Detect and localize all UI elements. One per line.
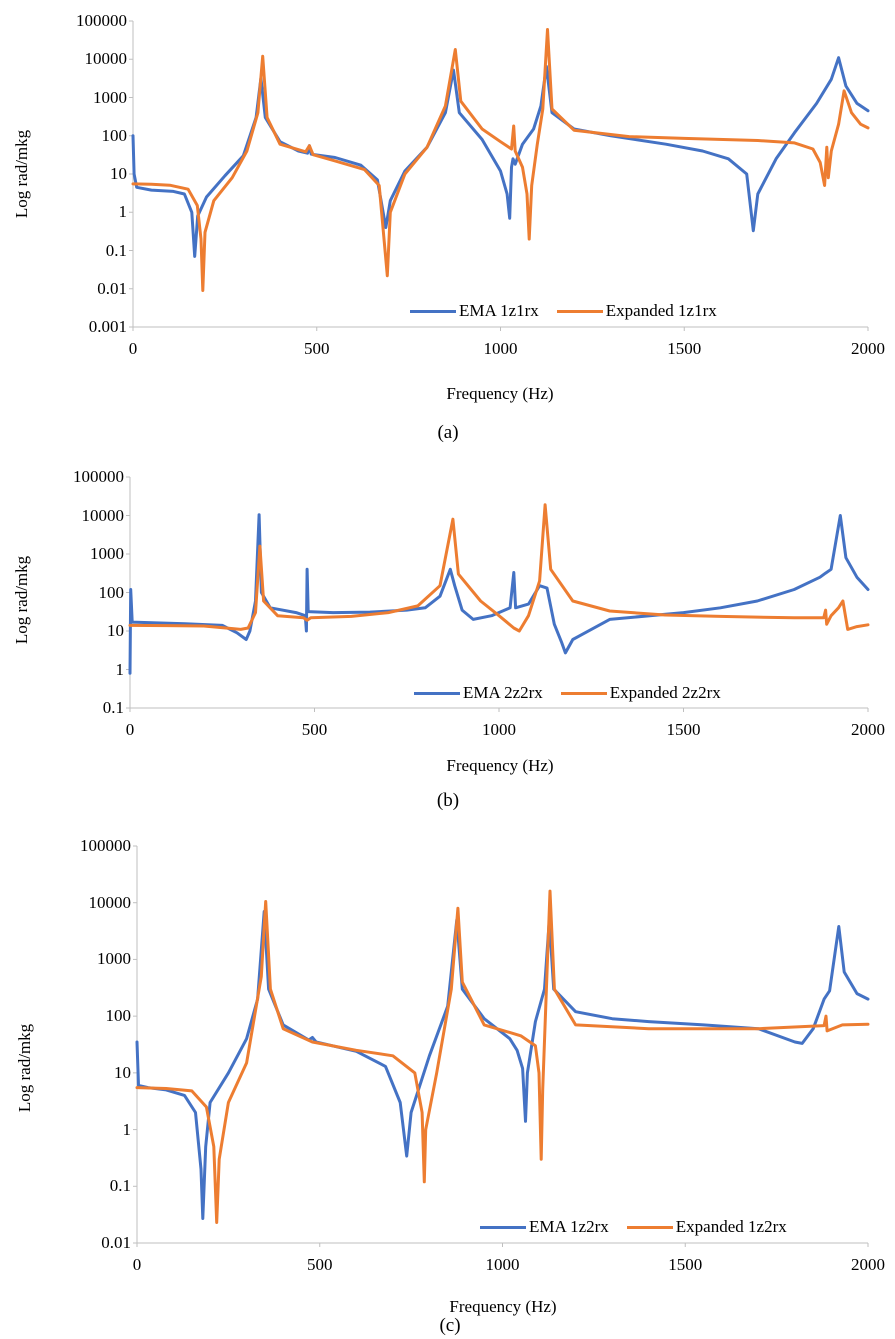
- x-tick-label: 500: [304, 339, 330, 358]
- x-axis-title-a: Frequency (Hz): [446, 384, 554, 403]
- y-tick-label: 100000: [73, 467, 124, 486]
- legend-a: EMA 1z1rx Expanded 1z1rx: [410, 301, 717, 321]
- legend-label-expanded: Expanded 1z1rx: [605, 301, 717, 320]
- legend-item-ema: EMA 2z2rx: [414, 683, 543, 703]
- x-tick-label: 0: [132, 1255, 142, 1274]
- x-tick-label: 1000: [482, 720, 516, 739]
- y-tick-label: 1000: [93, 87, 127, 107]
- series-line-ema: [131, 56, 870, 258]
- y-tick-label: 100: [101, 125, 128, 145]
- x-tick-label: 0: [125, 720, 135, 739]
- legend-item-ema: EMA 1z1rx: [410, 301, 539, 321]
- x-tick-label: 1500: [667, 339, 702, 358]
- legend-swatch-expanded: [560, 691, 607, 695]
- legend-swatch-expanded: [556, 309, 603, 313]
- x-tick-label: 500: [301, 720, 328, 739]
- y-tick-label: 10: [110, 164, 127, 183]
- legend-item-expanded: Expanded 1z2rx: [626, 1217, 787, 1237]
- y-tick-label: 1: [118, 202, 128, 222]
- x-tick-label: 1500: [668, 1255, 703, 1274]
- series-line-expanded: [128, 503, 870, 633]
- series-line-expanded: [131, 28, 870, 292]
- legend-label-ema: EMA 1z2rx: [529, 1217, 609, 1236]
- y-axis-title-a: Log rad/mkg: [12, 129, 31, 219]
- x-tick-label: 500: [307, 1255, 333, 1274]
- x-tick-label: 2000: [851, 720, 885, 739]
- legend-swatch-expanded: [626, 1225, 673, 1229]
- chart-plot-svg-c: [133, 845, 870, 1247]
- legend-b: EMA 2z2rx Expanded 2z2rx: [414, 683, 721, 703]
- legend-item-expanded: Expanded 1z1rx: [556, 301, 717, 321]
- chart-plot-svg-a: [129, 20, 870, 331]
- y-axis-title-c: Log rad/mkg: [15, 1023, 34, 1113]
- y-tick-label: 100000: [80, 836, 131, 855]
- legend-swatch-ema: [414, 691, 460, 695]
- legend-item-ema: EMA 1z2rx: [480, 1217, 609, 1237]
- y-tick-label: 100: [105, 1006, 132, 1026]
- y-tick-label: 10000: [84, 49, 128, 69]
- legend-label-ema: EMA 2z2rx: [463, 683, 543, 702]
- legend-swatch-ema: [410, 309, 456, 313]
- y-tick-label: 10000: [88, 892, 132, 912]
- x-axis-title-b: Frequency (Hz): [446, 756, 554, 775]
- series-line-ema: [128, 513, 870, 675]
- y-tick-label: 1: [122, 1119, 132, 1139]
- legend-label-expanded: Expanded 1z2rx: [675, 1217, 787, 1236]
- y-tick-label: 1: [115, 659, 125, 679]
- y-tick-label: 1000: [97, 949, 131, 969]
- x-tick-label: 1500: [666, 720, 701, 739]
- x-tick-label: 0: [128, 339, 138, 358]
- series-line-expanded: [135, 889, 870, 1224]
- y-tick-label: 100000: [76, 11, 127, 30]
- x-tick-label: 1000: [485, 1255, 520, 1274]
- y-tick-label: 100: [98, 582, 125, 602]
- subfigure-caption-a: (a): [437, 422, 459, 443]
- legend-label-ema: EMA 1z1rx: [459, 301, 539, 320]
- chart-plot-svg-b: [126, 476, 870, 712]
- y-axis-title-b: Log rad/mkg: [12, 555, 31, 645]
- x-tick-label: 2000: [851, 339, 885, 358]
- y-tick-label: 0.1: [109, 1176, 131, 1196]
- chart-panel-b: Log rad/mkg Frequency (Hz) (b) EMA 2z2rx…: [0, 447, 895, 822]
- legend-c: EMA 1z2rx Expanded 1z2rx: [480, 1217, 787, 1237]
- chart-panel-c: Log rad/mkg Frequency (Hz) (c) EMA 1z2rx…: [0, 822, 895, 1339]
- x-axis-title-c: Frequency (Hz): [449, 1297, 557, 1316]
- y-tick-label: 0.01: [101, 1233, 131, 1252]
- legend-item-expanded: Expanded 2z2rx: [560, 683, 721, 703]
- y-tick-label: 0.001: [88, 317, 127, 336]
- y-tick-label: 10: [114, 1062, 131, 1082]
- y-tick-label: 0.1: [105, 240, 127, 260]
- y-tick-label: 10000: [81, 505, 125, 525]
- legend-swatch-ema: [480, 1225, 526, 1229]
- y-tick-label: 0.1: [102, 698, 124, 717]
- y-tick-label: 1000: [90, 544, 124, 563]
- x-tick-label: 1000: [483, 339, 518, 358]
- y-tick-label: 0.01: [97, 278, 127, 298]
- chart-panel-a: Log rad/mkg Frequency (Hz) (a) EMA 1z1rx…: [0, 0, 895, 447]
- legend-label-expanded: Expanded 2z2rx: [609, 683, 721, 702]
- y-tick-label: 10: [107, 621, 124, 640]
- x-tick-label: 2000: [851, 1255, 885, 1274]
- subfigure-caption-b: (b): [436, 790, 460, 811]
- subfigure-caption-c: (c): [439, 1315, 461, 1336]
